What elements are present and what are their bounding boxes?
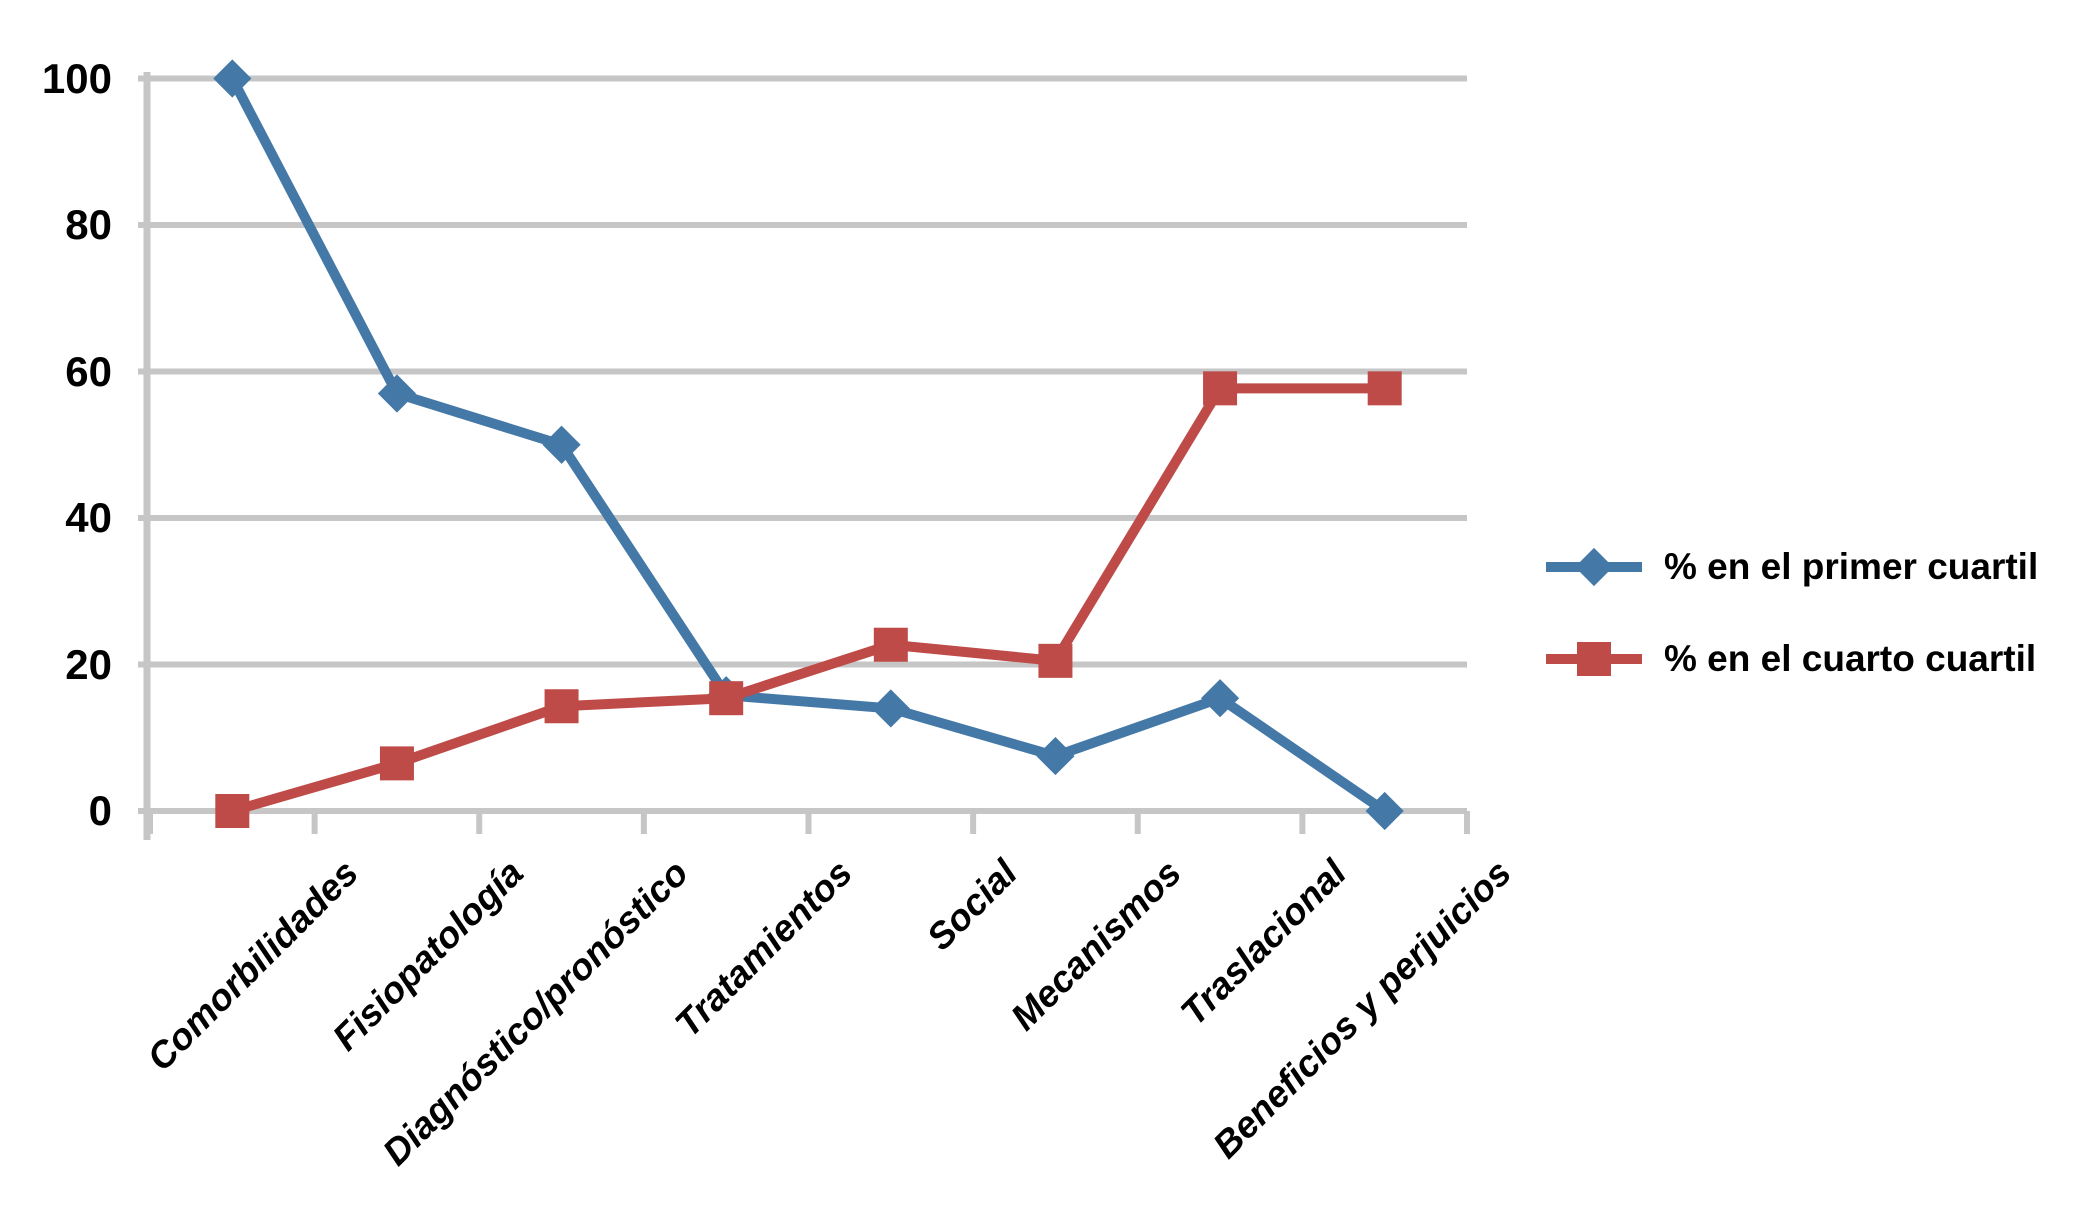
- data-point-series1-0-value-0: [215, 794, 250, 828]
- legend-label-cuarto-cuartil: % en el cuarto cuartil: [1664, 638, 2037, 679]
- legend-marker-shape-0: [1574, 547, 1614, 587]
- data-point-series1-1-value-6.5: [379, 746, 414, 781]
- y-axis-label-60: 60: [65, 347, 112, 395]
- data-point-series1-5-value-20.5: [1038, 643, 1073, 678]
- y-axis-label-40: 40: [65, 494, 112, 541]
- data-point-series0-1-value-57: [377, 374, 417, 413]
- y-axis-label-100: 100: [41, 54, 112, 102]
- data-point-series1-2-value-14.3: [544, 689, 579, 724]
- data-point-series1-4-value-22.7: [873, 627, 908, 662]
- y-axis-label-20: 20: [65, 640, 112, 688]
- series-line-1: [230, 383, 1385, 816]
- series-line-0: [227, 76, 1388, 816]
- data-point-series0-2-value-50: [542, 425, 581, 464]
- legend-square-marker-icon: [1546, 642, 1642, 676]
- data-point-series1-7-value-57.7: [1367, 371, 1402, 406]
- legend-label-primer-cuartil: % en el primer cuartil: [1664, 546, 2039, 587]
- data-point-series0-5-value-7.5: [1036, 736, 1075, 776]
- y-axis-label-0: 0: [88, 787, 112, 834]
- legend-item-primer-cuartil: % en el primer cuartil: [1546, 537, 2038, 597]
- legend-diamond-marker-icon: [1546, 547, 1642, 587]
- data-point-series1-3-value-15.4: [709, 681, 744, 716]
- data-point-series0-0-value-100: [213, 59, 252, 98]
- legend-item-cuarto-cuartil: % en el cuarto cuartil: [1546, 629, 2036, 689]
- data-point-series0-7-value-0: [1365, 791, 1404, 831]
- data-point-series0-4-value-14: [871, 689, 910, 728]
- y-axis-label-80: 80: [65, 201, 112, 248]
- legend-marker-shape-1: [1577, 642, 1611, 676]
- data-point-series1-6-value-57.7: [1203, 371, 1238, 406]
- data-point-series0-6-value-15.4: [1200, 679, 1240, 718]
